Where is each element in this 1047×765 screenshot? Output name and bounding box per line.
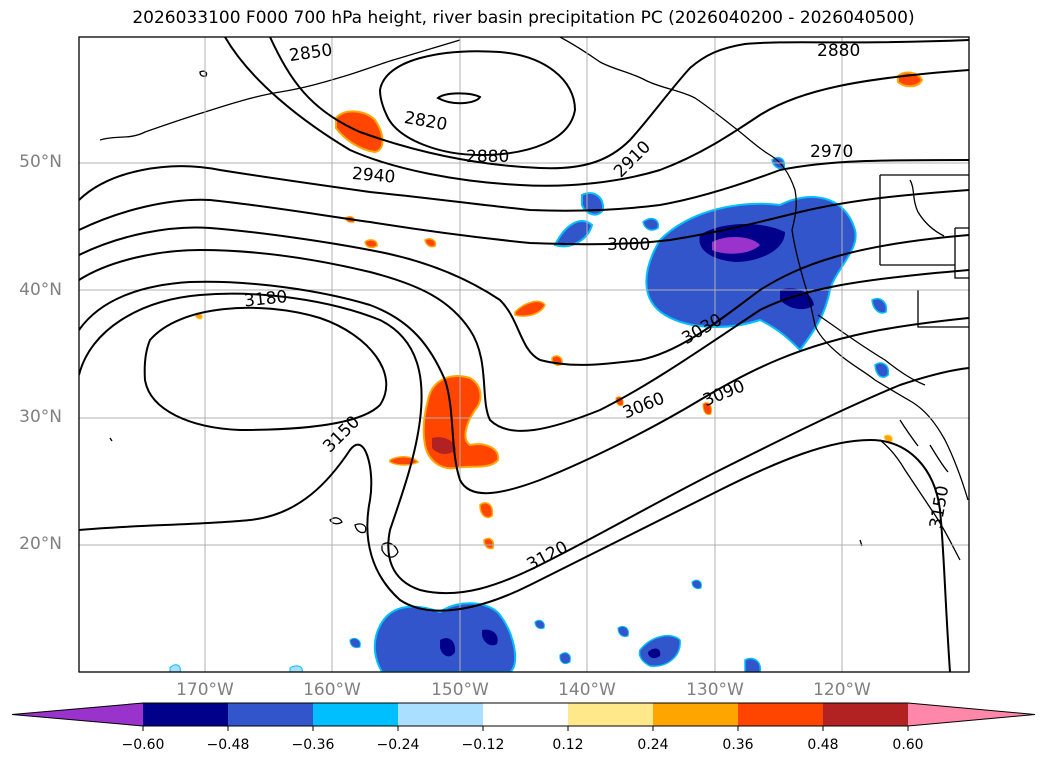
lon-label-170w: 170°W (176, 680, 234, 700)
contour-label: 3180 (243, 287, 288, 311)
colorbar-tick-label: 0.36 (722, 737, 754, 753)
contour-label: 2880 (817, 41, 860, 61)
colorbar-segment (228, 703, 313, 726)
colorbar (11, 702, 1036, 731)
contour-label: 2940 (351, 164, 396, 188)
lat-label-20n: 20°N (19, 534, 62, 554)
colorbar-tick-label: 0.48 (807, 737, 839, 753)
lon-label-120w: 120°W (813, 680, 871, 700)
colorbar-segment (313, 703, 398, 726)
colorbar-segment (653, 703, 738, 726)
colorbar-segment (823, 703, 908, 726)
contour-label: 2970 (810, 142, 853, 162)
gridlines (79, 37, 969, 672)
colorbar-segment (143, 703, 228, 726)
lon-label-140w: 140°W (558, 680, 616, 700)
lon-label-160w: 160°W (303, 680, 361, 700)
lon-label-150w: 150°W (431, 680, 489, 700)
colorbar-tick-label: 0.24 (637, 737, 669, 753)
colorbar-tick-label: −0.36 (291, 737, 335, 753)
lat-label-50n: 50°N (19, 152, 62, 172)
colorbar-segment (398, 703, 483, 726)
colorbar-tick-label: −0.24 (376, 737, 420, 753)
contour-label: 3000 (607, 235, 650, 255)
lat-label-30n: 30°N (19, 407, 62, 427)
colorbar-tick-label: 0.60 (892, 737, 924, 753)
contour-label: 2880 (466, 147, 509, 167)
height-contours (79, 37, 969, 672)
map-frame (78, 36, 970, 673)
colorbar-extend-max (908, 703, 1035, 726)
colorbar-tick-label: −0.60 (121, 737, 165, 753)
colorbar-segment (483, 703, 568, 726)
colorbar-extend-min (12, 703, 143, 726)
colorbar-tick-label: −0.48 (206, 737, 250, 753)
lat-label-40n: 40°N (19, 280, 62, 300)
colorbar-segment (568, 703, 653, 726)
colorbar-segment (738, 703, 823, 726)
colorbar-tick-label: −0.12 (461, 737, 505, 753)
colorbar-tick-label: 0.12 (552, 737, 584, 753)
lon-label-130w: 130°W (686, 680, 744, 700)
map-title: 2026033100 F000 700 hPa height, river ba… (132, 8, 915, 28)
map-area: 2850 2820 2880 2880 2910 2940 2970 3000 … (79, 37, 969, 672)
